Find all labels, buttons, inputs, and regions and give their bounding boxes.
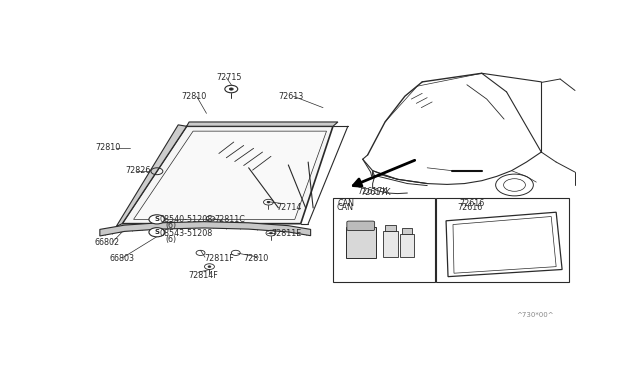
Text: 72811E: 72811E <box>271 229 301 238</box>
Polygon shape <box>116 125 187 227</box>
FancyBboxPatch shape <box>403 228 412 234</box>
FancyBboxPatch shape <box>347 221 374 231</box>
Circle shape <box>229 88 233 90</box>
Text: 72715: 72715 <box>216 73 242 82</box>
Circle shape <box>208 266 211 267</box>
Text: 72826: 72826 <box>125 166 151 175</box>
Text: S: S <box>154 229 159 235</box>
Polygon shape <box>134 131 326 219</box>
Polygon shape <box>100 222 310 236</box>
Text: 72810: 72810 <box>244 254 269 263</box>
Text: 72810: 72810 <box>182 92 207 101</box>
Circle shape <box>149 215 165 224</box>
Text: 72814F: 72814F <box>188 271 218 280</box>
Text: 72811C: 72811C <box>214 215 244 224</box>
Text: 72810: 72810 <box>95 143 120 152</box>
Text: 72714: 72714 <box>276 203 301 212</box>
FancyBboxPatch shape <box>401 234 414 257</box>
Text: 08540-51208: 08540-51208 <box>159 215 212 224</box>
Text: S: S <box>154 217 159 222</box>
Polygon shape <box>187 122 338 126</box>
Text: 66803: 66803 <box>110 254 135 263</box>
Text: 08543-51208: 08543-51208 <box>159 229 212 238</box>
Text: (6): (6) <box>165 221 177 230</box>
Polygon shape <box>122 126 333 224</box>
Text: 66802: 66802 <box>95 238 120 247</box>
Text: 72613: 72613 <box>278 92 303 101</box>
Text: 72811F: 72811F <box>204 254 234 263</box>
Circle shape <box>267 201 270 203</box>
Text: CAN: CAN <box>338 199 355 208</box>
Text: 72616: 72616 <box>460 199 484 208</box>
Text: 72616: 72616 <box>457 203 482 212</box>
FancyBboxPatch shape <box>383 231 399 257</box>
Text: ^730*00^: ^730*00^ <box>516 312 554 318</box>
Text: (6): (6) <box>165 235 177 244</box>
Text: 72617K: 72617K <box>360 187 391 197</box>
Text: 72617K: 72617K <box>358 187 388 196</box>
FancyBboxPatch shape <box>346 227 376 258</box>
FancyBboxPatch shape <box>385 225 396 231</box>
Text: CAN: CAN <box>337 203 354 212</box>
Circle shape <box>149 228 165 237</box>
Circle shape <box>269 232 273 234</box>
